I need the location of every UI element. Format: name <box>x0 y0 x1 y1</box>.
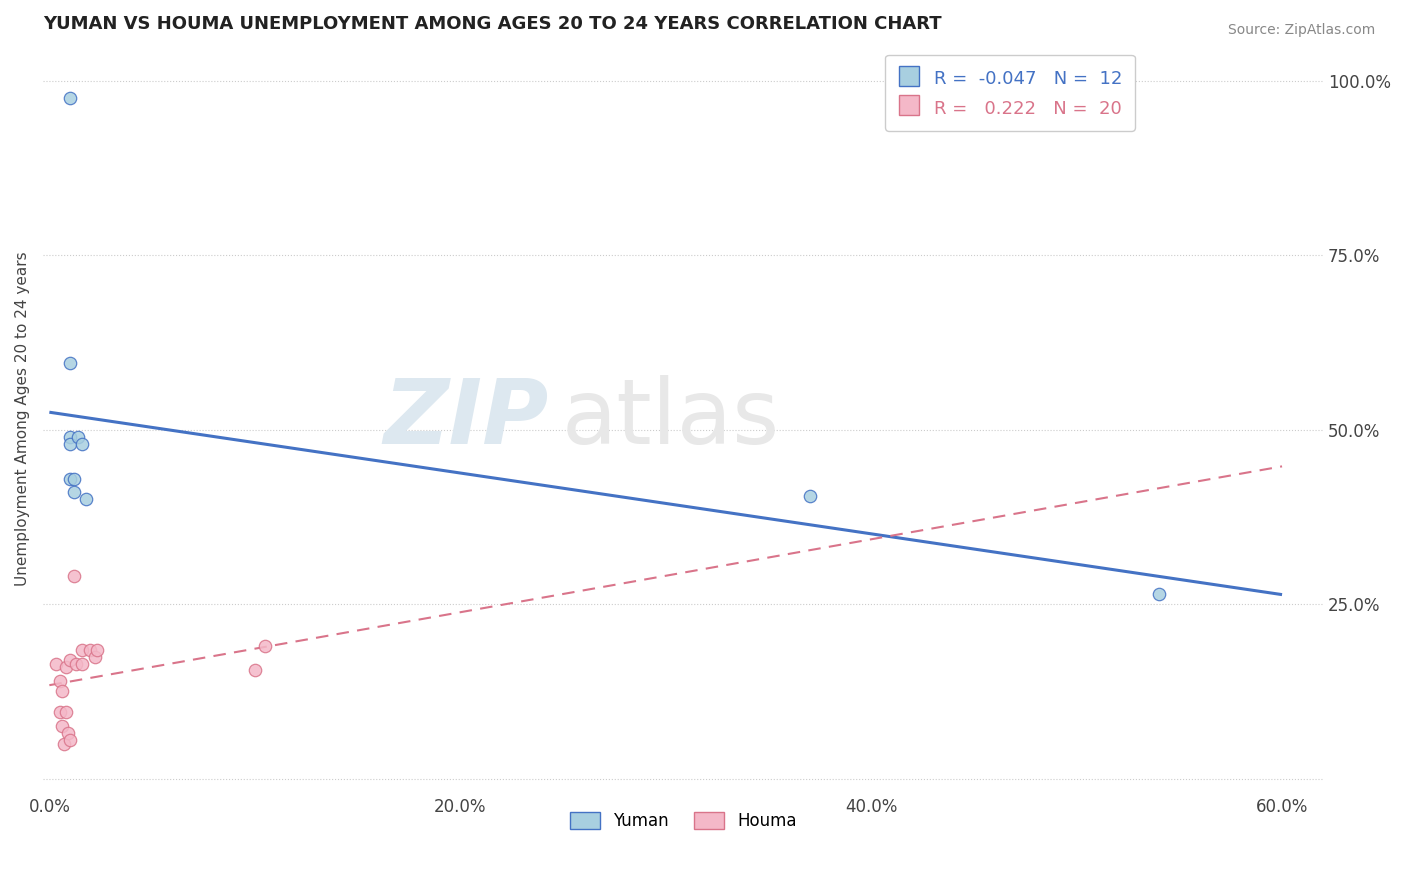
Point <box>51 719 73 733</box>
Text: ZIP: ZIP <box>384 376 548 463</box>
Point <box>48 673 70 688</box>
Point <box>799 489 821 503</box>
Point <box>86 642 108 657</box>
Point <box>44 657 66 671</box>
Text: Source: ZipAtlas.com: Source: ZipAtlas.com <box>1227 23 1375 37</box>
Legend: Yuman, Houma: Yuman, Houma <box>564 805 803 837</box>
Point <box>59 436 82 450</box>
Point <box>63 569 86 583</box>
Point <box>63 485 86 500</box>
Point <box>67 429 90 443</box>
Point <box>52 737 75 751</box>
Point <box>59 471 82 485</box>
Y-axis label: Unemployment Among Ages 20 to 24 years: Unemployment Among Ages 20 to 24 years <box>15 252 30 586</box>
Point <box>83 649 105 664</box>
Point <box>70 642 93 657</box>
Point <box>59 733 82 747</box>
Point <box>59 653 82 667</box>
Point <box>55 706 77 720</box>
Point <box>56 726 79 740</box>
Point <box>65 657 87 671</box>
Text: atlas: atlas <box>561 376 780 463</box>
Point <box>55 660 77 674</box>
Point <box>48 706 70 720</box>
Point <box>70 657 93 671</box>
Point <box>79 642 101 657</box>
Point <box>1147 587 1170 601</box>
Point <box>75 492 97 507</box>
Point <box>243 664 266 678</box>
Point <box>51 684 73 698</box>
Point <box>59 91 82 105</box>
Point <box>70 436 93 450</box>
Point <box>59 356 82 370</box>
Text: YUMAN VS HOUMA UNEMPLOYMENT AMONG AGES 20 TO 24 YEARS CORRELATION CHART: YUMAN VS HOUMA UNEMPLOYMENT AMONG AGES 2… <box>44 15 942 33</box>
Point <box>59 429 82 443</box>
Point <box>63 471 86 485</box>
Point <box>254 639 277 653</box>
